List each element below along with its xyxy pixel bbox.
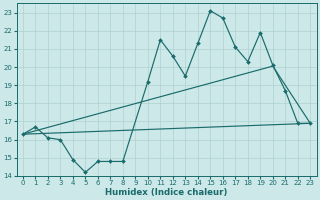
X-axis label: Humidex (Indice chaleur): Humidex (Indice chaleur) [105, 188, 228, 197]
